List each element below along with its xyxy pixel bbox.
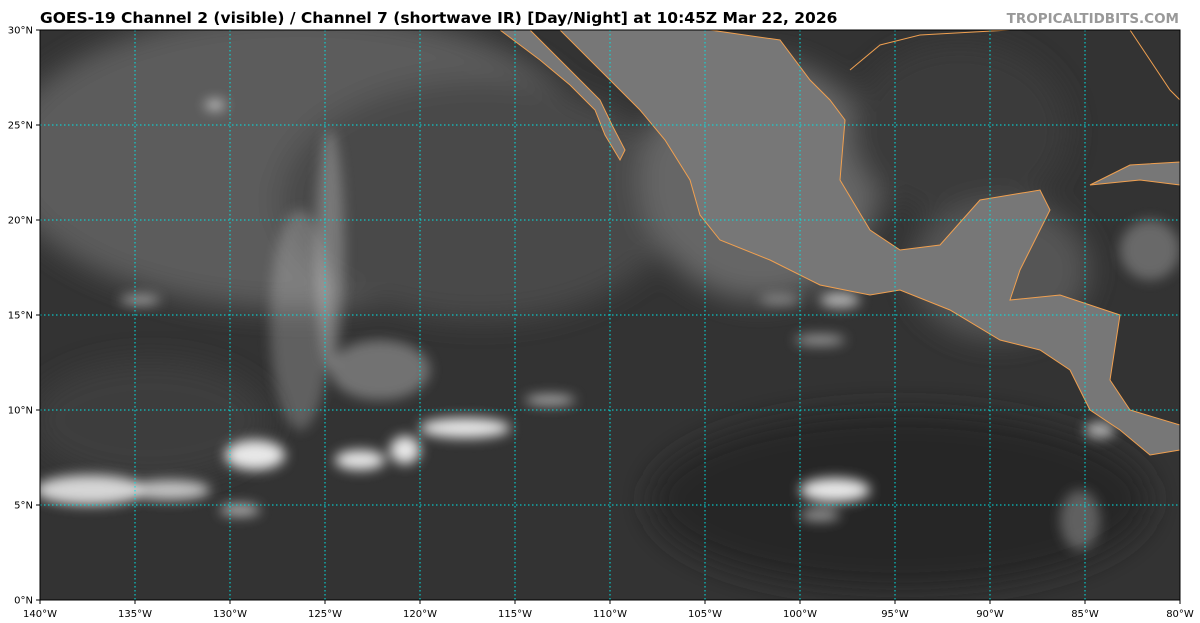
lat-tick-label: 20°N [8,216,33,227]
lon-tick-label: 115°W [498,609,532,620]
lon-tick-label: 95°W [881,609,909,620]
chart-title: GOES-19 Channel 2 (visible) / Channel 7 … [40,9,838,27]
lat-tick-label: 5°N [14,501,33,512]
lon-tick-label: 90°W [976,609,1004,620]
gridlines [40,30,1180,600]
lat-tick-label: 25°N [8,121,33,132]
lon-tick-label: 80°W [1166,609,1194,620]
lon-tick-label: 135°W [118,609,152,620]
lat-tick-label: 15°N [8,311,33,322]
lon-tick-label: 140°W [23,609,57,620]
watermark: TROPICALTIDBITS.COM [1006,11,1179,27]
lat-tick-label: 0°N [14,596,33,607]
lon-tick-label: 125°W [308,609,342,620]
lon-tick-label: 105°W [688,609,722,620]
lat-tick-label: 30°N [8,26,33,37]
lon-tick-label: 130°W [213,609,247,620]
lon-tick-label: 110°W [593,609,627,620]
lon-tick-label: 100°W [783,609,817,620]
lat-tick-label: 10°N [8,406,33,417]
coastlines [499,30,1180,456]
axis-ticks: 0°N 5°N 10°N 15°N 20°N 25°N 30°N 140°W 135°W 130°… [8,26,1194,621]
clouds [40,100,1180,550]
lon-tick-label: 120°W [403,609,437,620]
lon-tick-label: 85°W [1071,609,1099,620]
satellite-imagery [40,30,1180,600]
